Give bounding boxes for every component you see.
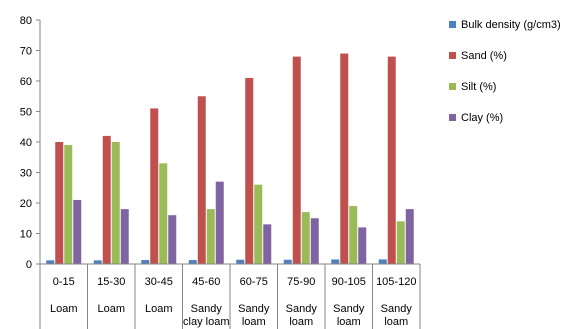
depth-label: 0-15 [53, 276, 75, 288]
bar [283, 259, 292, 264]
bar [46, 260, 55, 264]
texture-label: Sandy [191, 303, 223, 315]
bar [236, 259, 245, 264]
y-tick-label: 70 [20, 46, 32, 58]
bar [55, 142, 64, 264]
bar [358, 227, 367, 264]
bar [215, 181, 224, 264]
legend-swatch [449, 52, 456, 59]
texture-label: Loam [145, 303, 173, 315]
bar [245, 77, 254, 264]
x-axis-table: 0-15Loam15-30Loam30-45Loam45-60Sandyclay… [39, 263, 421, 329]
bar [73, 199, 82, 264]
bar [254, 184, 263, 264]
bar [102, 135, 111, 264]
bar [331, 259, 340, 264]
legend-label: Clay (%) [461, 112, 503, 124]
depth-label: 60-75 [240, 276, 268, 288]
texture-label: Sandy [238, 303, 270, 315]
texture-label: Sandy [286, 303, 318, 315]
depth-label: 90-105 [332, 276, 366, 288]
bar [301, 212, 310, 264]
y-axis: 0 10 20 30 40 50 60 70 80 [20, 15, 41, 271]
bar [387, 56, 396, 264]
bar [349, 206, 358, 264]
y-tick-label: 30 [20, 168, 32, 180]
texture-label: loam [384, 316, 408, 328]
bar [141, 260, 150, 264]
texture-label: Loam [50, 303, 78, 315]
bar [197, 96, 206, 264]
legend-swatch [449, 83, 456, 90]
y-tick-label: 50 [20, 107, 32, 119]
bar [292, 56, 301, 264]
bar [188, 260, 197, 264]
legend-label: Silt (%) [461, 81, 496, 93]
bar [263, 224, 272, 264]
texture-label: Sandy [333, 303, 365, 315]
y-tick-label: 60 [20, 76, 32, 88]
y-tick-label: 0 [26, 259, 32, 271]
bar [310, 218, 319, 264]
depth-label: 30-45 [145, 276, 173, 288]
legend-swatch [449, 21, 456, 28]
texture-label: clay loam [183, 316, 229, 328]
bars [46, 53, 414, 264]
texture-label: Loam [97, 303, 125, 315]
depth-label: 75-90 [287, 276, 315, 288]
texture-label: loam [242, 316, 266, 328]
y-tick-label: 80 [20, 15, 32, 27]
y-tick-label: 40 [20, 137, 32, 149]
bar [150, 108, 159, 264]
bar [93, 260, 102, 264]
legend-label: Sand (%) [461, 50, 507, 62]
texture-label: loam [337, 316, 361, 328]
bar [378, 259, 387, 264]
y-tick-label: 20 [20, 198, 32, 210]
bar [120, 209, 129, 264]
bar [396, 221, 405, 264]
depth-label: 105-120 [376, 276, 416, 288]
bar [159, 163, 168, 264]
bar [168, 215, 177, 264]
bar [206, 209, 215, 264]
legend-swatch [449, 114, 456, 121]
texture-label: loam [289, 316, 313, 328]
legend: Bulk density (g/cm3) Sand (%) Silt (%) Clay… [449, 19, 561, 124]
y-tick-label: 10 [20, 229, 32, 241]
bar [405, 209, 414, 264]
legend-label: Bulk density (g/cm3) [461, 19, 561, 31]
texture-label: Sandy [381, 303, 413, 315]
bar [111, 142, 120, 264]
bar [340, 53, 349, 264]
depth-label: 45-60 [192, 276, 220, 288]
depth-label: 15-30 [97, 276, 125, 288]
bar [64, 145, 73, 264]
